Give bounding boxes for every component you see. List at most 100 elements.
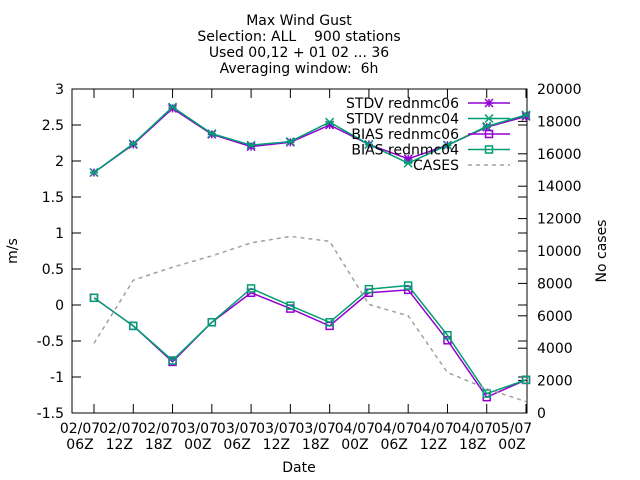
- marker-stroke: [246, 284, 256, 293]
- x-tick-label-date: 03/07: [178, 421, 218, 437]
- marker-stroke: [364, 284, 374, 294]
- marker-stroke: [521, 111, 531, 121]
- marker-stroke: [168, 103, 178, 113]
- series-line: [93, 235, 527, 403]
- data-point: [403, 281, 413, 290]
- legend-label: STDV rednmc06: [346, 96, 459, 112]
- x-tick-label-hour: 06Z: [66, 437, 93, 453]
- x-tick-label-hour: 12Z: [263, 437, 290, 453]
- data-point: [129, 321, 138, 331]
- data-point: [207, 318, 217, 327]
- marker-stroke: [521, 375, 531, 385]
- data-point: [128, 139, 138, 149]
- y-tick-label: 2.5: [42, 118, 64, 134]
- y-tick-label: -1.5: [37, 406, 64, 422]
- marker-stroke: [89, 293, 99, 303]
- data-point: [325, 318, 334, 327]
- marker-stroke: [168, 356, 177, 365]
- legend-label: CASES: [413, 158, 459, 174]
- marker-stroke: [484, 129, 494, 139]
- y2-tick-label: 2000: [537, 374, 573, 390]
- series-line: [93, 107, 527, 174]
- series-bias-rednmc06: [89, 285, 531, 402]
- data-point: [89, 167, 99, 178]
- y-tick-label: -1: [50, 370, 64, 386]
- data-point: [484, 98, 494, 108]
- y2-tick-label: 4000: [537, 341, 573, 357]
- x-tick-label-date: 02/07: [60, 421, 100, 437]
- x-tick-label-hour: 18Z: [459, 437, 486, 453]
- legend-label: BIAS rednmc04: [351, 143, 459, 159]
- data-point: [521, 110, 531, 120]
- series-line: [93, 106, 527, 174]
- y2-tick-label: 14000: [537, 179, 582, 195]
- x-tick-label-date: 04/07: [335, 421, 375, 437]
- marker-stroke: [403, 281, 413, 290]
- data-point: [403, 158, 413, 168]
- data-point: [168, 356, 177, 365]
- y2-tick-label: 16000: [537, 147, 582, 163]
- y-tick-label: 0.5: [42, 262, 64, 278]
- x-tick-label-hour: 00Z: [498, 437, 525, 453]
- x-tick-label-date: 04/07: [453, 421, 493, 437]
- y2-tick-label: 8000: [537, 276, 573, 292]
- x-axis-label: Date: [282, 460, 315, 476]
- data-point: [325, 117, 335, 127]
- series-stdv-rednmc04: [89, 102, 531, 178]
- marker-stroke: [325, 318, 334, 327]
- y2-tick-label: 0: [537, 406, 546, 422]
- marker-stroke: [246, 142, 256, 152]
- x-tick-label-date: 04/07: [374, 421, 414, 437]
- x-tick-label-hour: 12Z: [106, 437, 133, 453]
- marker-stroke: [207, 318, 217, 327]
- x-tick-label-date: 02/07: [138, 421, 178, 437]
- data-point: [364, 284, 374, 294]
- x-tick-label-date: 03/07: [256, 421, 296, 437]
- series-line: [93, 284, 527, 395]
- x-tick-label-date: 03/07: [217, 421, 257, 437]
- x-tick-label-hour: 00Z: [184, 437, 211, 453]
- data-point: [246, 284, 256, 293]
- chart-title-line-3: Used 00,12 + 01 02 ... 36: [209, 45, 389, 61]
- y-tick-label: 2: [55, 154, 64, 170]
- x-tick-label-date: 02/07: [99, 421, 139, 437]
- chart-title-line-2: Selection: ALL 900 stations: [197, 29, 400, 45]
- y2-tick-label: 18000: [537, 114, 582, 130]
- y-axis-label: m/s: [5, 238, 21, 264]
- data-point: [484, 129, 494, 139]
- y-tick-label: 1: [55, 226, 64, 242]
- marker-stroke: [484, 145, 494, 154]
- series-bias-rednmc04: [89, 281, 531, 398]
- x-tick-label-date: 03/07: [295, 421, 335, 437]
- x-tick-label-hour: 00Z: [341, 437, 368, 453]
- y2-tick-label: 10000: [537, 244, 582, 260]
- data-point: [246, 140, 256, 150]
- x-tick-label-hour: 06Z: [223, 437, 250, 453]
- y-tick-label: 1.5: [42, 190, 64, 206]
- data-point: [168, 102, 178, 112]
- y-tick-label: 3: [55, 82, 64, 98]
- data-point: [484, 113, 494, 124]
- data-point: [521, 375, 531, 385]
- data-point: [482, 389, 491, 398]
- y-tick-label: 0: [55, 298, 64, 314]
- marker-stroke: [286, 301, 295, 310]
- chart-title-line-1: Max Wind Gust: [246, 13, 352, 29]
- legend-label: BIAS rednmc06: [351, 127, 459, 143]
- data-point: [364, 139, 374, 149]
- data-point: [207, 129, 217, 139]
- series-cases: [93, 235, 527, 403]
- data-point: [285, 137, 295, 147]
- data-point: [484, 145, 494, 154]
- x-tick-label-hour: 12Z: [420, 437, 447, 453]
- data-point: [89, 293, 99, 303]
- legend-label: STDV rednmc04: [346, 112, 459, 128]
- y2-tick-label: 12000: [537, 212, 582, 228]
- y2-axis-label: No cases: [594, 220, 610, 283]
- series-line: [93, 289, 527, 399]
- marker-stroke: [443, 330, 452, 340]
- y-tick-label: -0.5: [37, 334, 64, 350]
- x-tick-label-hour: 18Z: [145, 437, 172, 453]
- series-stdv-rednmc06: [89, 103, 531, 178]
